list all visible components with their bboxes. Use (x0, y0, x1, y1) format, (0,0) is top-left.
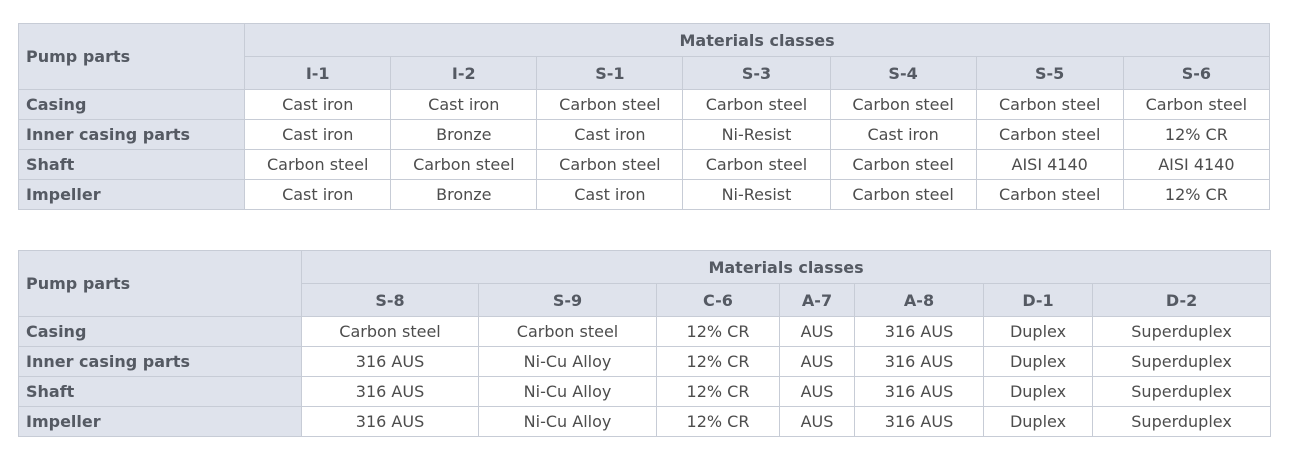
class-header: I-1 (244, 56, 392, 90)
class-header: S-3 (682, 56, 831, 90)
material-cell: Bronze (390, 119, 538, 150)
class-header: S-1 (536, 56, 684, 90)
table-row: Inner casing parts 316 AUS Ni-Cu Alloy 1… (18, 346, 1272, 377)
table-row: Casing Carbon steel Carbon steel 12% CR … (18, 316, 1272, 347)
material-cell: Cast iron (536, 119, 684, 150)
material-cell: 12% CR (1122, 119, 1271, 150)
part-label: Impeller (18, 406, 302, 437)
material-cell: 316 AUS (301, 376, 479, 407)
material-cell: AUS (779, 376, 855, 407)
material-cell: 316 AUS (301, 346, 479, 377)
material-cell: 12% CR (1122, 179, 1271, 210)
class-header-row: S-8 S-9 C-6 A-7 A-8 D-1 D-2 (19, 283, 1272, 317)
material-cell: Superduplex (1091, 316, 1272, 347)
material-cell: Superduplex (1091, 346, 1272, 377)
material-cell: Carbon steel (975, 179, 1124, 210)
table-row: Impeller 316 AUS Ni-Cu Alloy 12% CR AUS … (18, 406, 1272, 437)
material-cell: 12% CR (656, 406, 780, 437)
material-cell: Duplex (983, 346, 1093, 377)
pump-parts-header: Pump parts (18, 250, 302, 317)
class-header: A-7 (779, 283, 855, 317)
material-cell: Carbon steel (829, 89, 977, 120)
part-label: Shaft (18, 376, 302, 407)
materials-classes-header: Materials classes (244, 23, 1270, 57)
material-cell: 316 AUS (854, 346, 984, 377)
class-header: I-2 (390, 56, 538, 90)
material-cell: Duplex (983, 376, 1093, 407)
material-cell: Carbon steel (829, 149, 977, 180)
material-cell: AISI 4140 (1122, 149, 1271, 180)
cropped-heading-fragment (295, 0, 365, 2)
material-cell: Carbon steel (390, 149, 538, 180)
material-cell: AUS (779, 316, 855, 347)
material-cell: Ni-Cu Alloy (478, 346, 657, 377)
class-header-row: I-1 I-2 S-1 S-3 S-4 S-5 S-6 (19, 56, 1271, 90)
material-cell: Carbon steel (682, 149, 831, 180)
material-cell: Cast iron (390, 89, 538, 120)
material-cell: Ni-Resist (682, 119, 831, 150)
class-header: D-2 (1091, 283, 1272, 317)
class-header: S-4 (829, 56, 977, 90)
material-cell: Cast iron (244, 89, 392, 120)
class-header: S-5 (975, 56, 1124, 90)
material-cell: Carbon steel (975, 119, 1124, 150)
material-cell: Duplex (983, 316, 1093, 347)
table-row: Inner casing parts Cast iron Bronze Cast… (17, 119, 1271, 150)
material-cell: Carbon steel (244, 149, 392, 180)
material-cell: Bronze (390, 179, 538, 210)
material-cell: AISI 4140 (975, 149, 1124, 180)
class-header: A-8 (854, 283, 984, 317)
material-cell: Carbon steel (536, 149, 684, 180)
material-cell: Ni-Cu Alloy (478, 406, 657, 437)
material-cell: 316 AUS (854, 376, 984, 407)
material-cell: Carbon steel (301, 316, 479, 347)
table-row: Shaft Carbon steel Carbon steel Carbon s… (17, 149, 1271, 180)
class-header: S-9 (478, 283, 657, 317)
table-row: Shaft 316 AUS Ni-Cu Alloy 12% CR AUS 316… (18, 376, 1272, 407)
class-header: C-6 (656, 283, 780, 317)
material-cell: Carbon steel (1122, 89, 1271, 120)
part-label: Shaft (17, 149, 246, 180)
material-cell: 12% CR (656, 346, 780, 377)
material-cell: AUS (779, 346, 855, 377)
material-cell: 316 AUS (854, 316, 984, 347)
table-row: Casing Cast iron Cast iron Carbon steel … (17, 89, 1271, 120)
material-cell: Carbon steel (478, 316, 657, 347)
material-cell: AUS (779, 406, 855, 437)
material-cell: Superduplex (1091, 406, 1272, 437)
pump-parts-header: Pump parts (17, 23, 246, 90)
part-label: Casing (17, 89, 246, 120)
materials-table-2: Pump parts Materials classes S-8 S-9 C-6… (18, 250, 1272, 437)
material-cell: Carbon steel (975, 89, 1124, 120)
material-cell: Duplex (983, 406, 1093, 437)
material-cell: Carbon steel (682, 89, 831, 120)
class-header: S-6 (1122, 56, 1271, 90)
part-label: Casing (18, 316, 302, 347)
part-label: Impeller (17, 179, 246, 210)
material-cell: 12% CR (656, 376, 780, 407)
class-header: D-1 (983, 283, 1093, 317)
material-cell: Ni-Resist (682, 179, 831, 210)
material-cell: Carbon steel (536, 89, 684, 120)
material-cell: Cast iron (244, 119, 392, 150)
materials-classes-header: Materials classes (300, 250, 1272, 284)
table-row: Impeller Cast iron Bronze Cast iron Ni-R… (17, 179, 1271, 210)
material-cell: Ni-Cu Alloy (478, 376, 657, 407)
material-cell: 316 AUS (301, 406, 479, 437)
material-cell: Carbon steel (829, 179, 977, 210)
material-cell: Superduplex (1091, 376, 1272, 407)
material-cell: 12% CR (656, 316, 780, 347)
material-cell: Cast iron (244, 179, 392, 210)
part-label: Inner casing parts (17, 119, 246, 150)
class-header: S-8 (301, 283, 479, 317)
part-label: Inner casing parts (18, 346, 302, 377)
material-cell: Cast iron (829, 119, 977, 150)
materials-table-1: Pump parts Materials classes I-1 I-2 S-1… (17, 23, 1271, 210)
material-cell: Cast iron (536, 179, 684, 210)
material-cell: 316 AUS (854, 406, 984, 437)
